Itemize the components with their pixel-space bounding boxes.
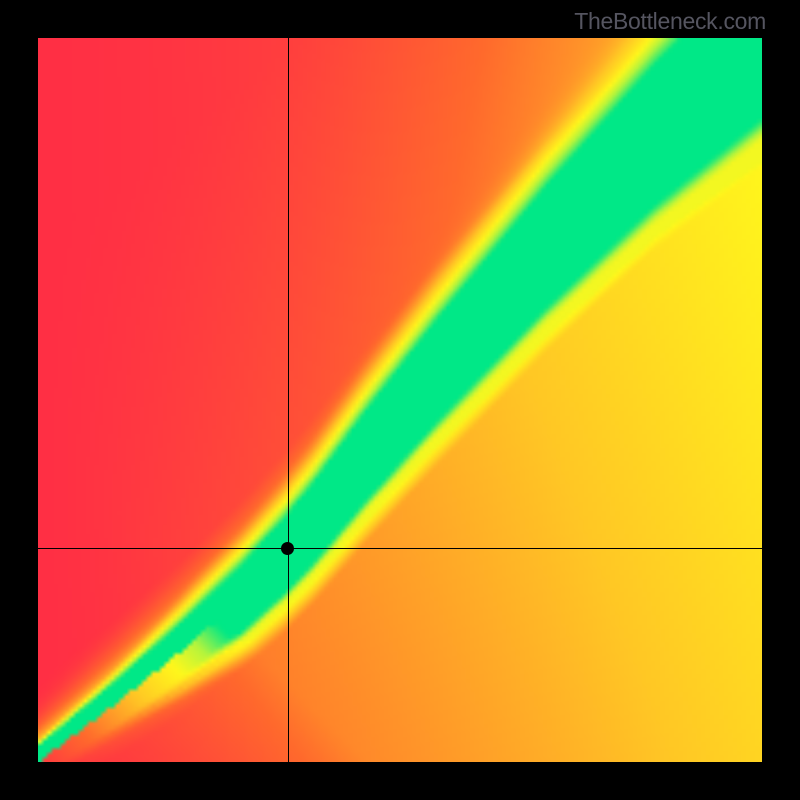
crosshair-horizontal (38, 548, 762, 549)
crosshair-vertical (288, 38, 289, 762)
chart-frame: TheBottleneck.com (0, 0, 800, 800)
watermark-label: TheBottleneck.com (574, 8, 766, 35)
bottleneck-heatmap (38, 38, 762, 762)
